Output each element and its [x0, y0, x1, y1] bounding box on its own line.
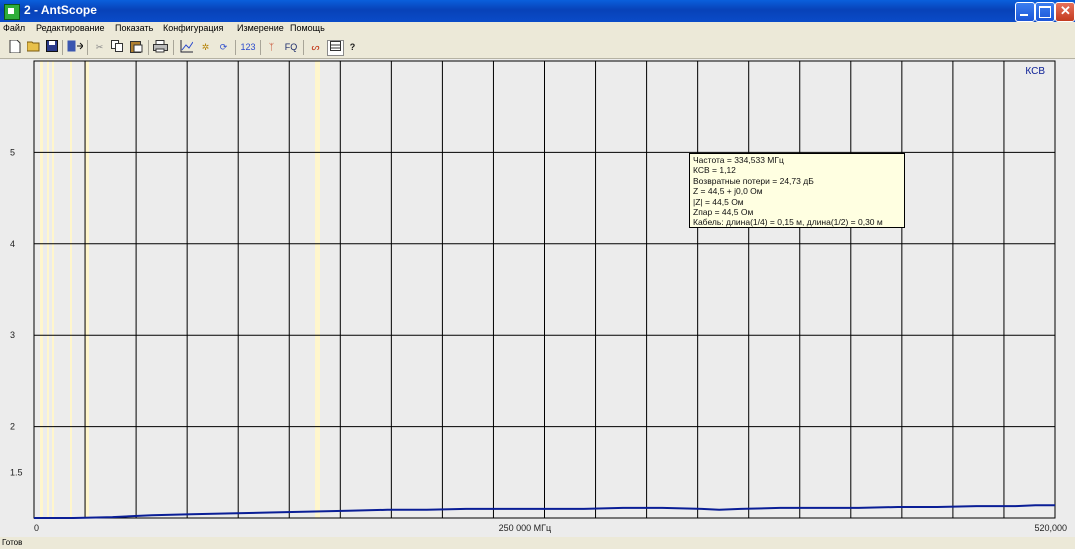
marker-band — [315, 61, 320, 518]
copy-icon[interactable] — [110, 40, 125, 54]
app-icon — [4, 4, 20, 20]
menu-bar: Файл Редактирование Показать Конфигураци… — [0, 22, 1075, 36]
x-tick-label: 520,000 — [1034, 523, 1067, 533]
title-bar[interactable]: 2 - AntScope ✕ — [0, 0, 1075, 22]
close-button[interactable]: ✕ — [1055, 2, 1075, 22]
fq-icon[interactable]: FQ — [284, 42, 298, 52]
toolbar-separator — [62, 40, 63, 55]
y-tick-label: 1.5 — [10, 467, 23, 477]
toolbar-separator — [235, 40, 236, 55]
y-tick-label: 3 — [10, 330, 15, 340]
toolbar-separator — [303, 40, 304, 55]
swr-chart[interactable]: 5 4 3 2 1.5 0 250 000 МГц 520,000 КСВ Частота = … — [0, 59, 1075, 537]
tooltip-swr: КСВ = 1,12 — [693, 165, 736, 176]
x-tick-label: 250 000 МГц — [499, 523, 552, 533]
marker-tooltip: Частота = 334,533 МГц КСВ = 1,12 Возврат… — [689, 153, 905, 228]
save-icon[interactable] — [44, 40, 59, 54]
export-icon[interactable] — [67, 40, 84, 54]
status-text: Готов — [2, 538, 23, 547]
print-icon[interactable] — [153, 40, 168, 54]
tooltip-frequency: Частота = 334,533 МГц — [693, 155, 784, 165]
table-icon[interactable] — [327, 40, 344, 56]
window-title: 2 - AntScope — [24, 3, 97, 17]
toolbar: ✂ ✲ ⟳ 123 ᛉ FQ ᔕ ? — [0, 37, 1075, 59]
toolbar-separator — [260, 40, 261, 55]
numbers-icon[interactable]: 123 — [240, 42, 256, 52]
close-icon: ✕ — [1060, 3, 1071, 18]
swr-trace — [34, 504, 1055, 519]
marker-band — [52, 61, 54, 518]
marker-band — [47, 61, 49, 518]
toolbar-separator — [173, 40, 174, 55]
maximize-button[interactable] — [1035, 2, 1055, 22]
minimize-icon — [1020, 14, 1028, 16]
status-bar: Готов — [0, 537, 1075, 549]
minimize-button[interactable] — [1015, 2, 1035, 22]
menu-configuration[interactable]: Конфигурация — [163, 23, 224, 33]
marker-icon[interactable]: ✲ — [201, 42, 210, 52]
menu-measurement[interactable]: Измерение — [237, 23, 284, 33]
toolbar-separator — [148, 40, 149, 55]
chart-svg: 5 4 3 2 1.5 0 250 000 МГц 520,000 КСВ — [10, 60, 1067, 533]
cut-icon[interactable]: ✂ — [95, 42, 104, 52]
antenna-icon[interactable]: ᛉ — [268, 42, 275, 52]
menu-file[interactable]: Файл — [3, 23, 26, 33]
tooltip-cable-length: Кабель: длина(1/4) = 0,15 м, длина(1/2) … — [693, 217, 883, 228]
y-tick-label: 2 — [10, 422, 15, 432]
maximize-icon — [1039, 6, 1051, 18]
paste-icon[interactable] — [129, 40, 144, 54]
legend-label: КСВ — [1025, 66, 1045, 77]
help-icon[interactable]: ? — [349, 42, 356, 52]
plot-border — [33, 60, 1056, 519]
marker-band — [85, 61, 89, 518]
open-icon[interactable] — [26, 40, 41, 54]
marker-band — [70, 61, 72, 518]
new-icon[interactable] — [7, 39, 22, 54]
y-tick-label: 4 — [10, 239, 15, 249]
menu-help[interactable]: Помощь — [290, 23, 325, 33]
tooltip-return-loss: Возвратные потери = 24,73 дБ — [693, 175, 814, 186]
cable-icon[interactable]: ᔕ — [311, 42, 320, 52]
y-tick-label: 5 — [10, 147, 15, 157]
graph-icon[interactable] — [179, 40, 194, 54]
refresh-icon[interactable]: ⟳ — [219, 42, 228, 52]
menu-edit[interactable]: Редактирование — [36, 23, 105, 33]
marker-band — [40, 61, 43, 518]
tooltip-parallel-impedance: Zпар = 44,5 Ом — [693, 207, 754, 218]
tooltip-impedance: Z = 44,5 + j0,0 Ом — [693, 186, 763, 197]
tooltip-impedance-magnitude: |Z| = 44,5 Ом — [693, 196, 744, 207]
toolbar-separator — [87, 40, 88, 55]
menu-view[interactable]: Показать — [115, 23, 154, 33]
x-tick-label: 0 — [34, 523, 39, 533]
